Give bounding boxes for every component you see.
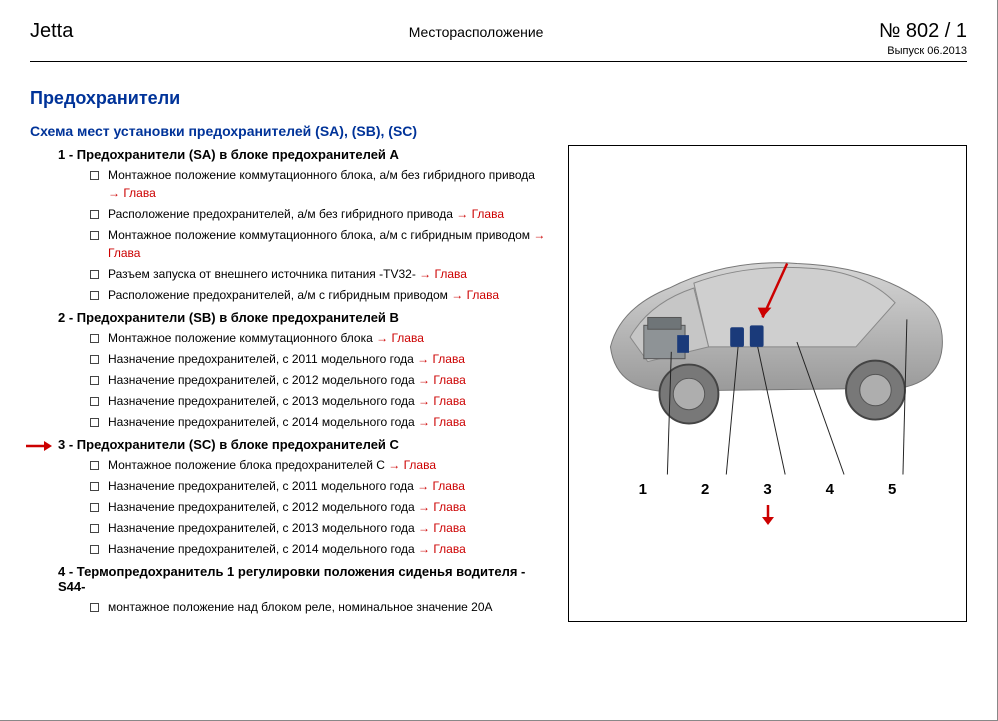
item-text: Назначение предохранителей, с 2012 модел… bbox=[108, 500, 418, 514]
callout-number: 3 bbox=[763, 481, 771, 498]
callout-number: 1 bbox=[639, 481, 647, 498]
list-item: Расположение предохранителей, а/м с гибр… bbox=[90, 286, 550, 304]
item-text: Монтажное положение коммутационного блок… bbox=[108, 228, 533, 242]
list-item: монтажное положение над блоком реле, ном… bbox=[90, 598, 550, 616]
list-item: Монтажное положение коммутационного блок… bbox=[90, 166, 550, 202]
diagram-panel: 1 2 3 4 5 bbox=[568, 145, 967, 622]
item-text: Назначение предохранителей, с 2011 модел… bbox=[108, 352, 417, 366]
chapter-link[interactable]: → Глава bbox=[451, 288, 499, 302]
chapter-link[interactable]: → Глава bbox=[376, 331, 424, 345]
chapter-link[interactable]: → Глава bbox=[418, 500, 466, 514]
item-text: Назначение предохранителей, с 2012 модел… bbox=[108, 373, 418, 387]
item-text: Назначение предохранителей, с 2013 модел… bbox=[108, 521, 418, 535]
callout-number: 2 bbox=[701, 481, 709, 498]
chapter-link[interactable]: → Глава bbox=[417, 479, 465, 493]
item-text: Назначение предохранителей, с 2011 модел… bbox=[108, 479, 417, 493]
doc-model: Jetta bbox=[30, 20, 73, 43]
list-item: Расположение предохранителей, а/м без ги… bbox=[90, 205, 550, 223]
chapter-link[interactable]: → Глава bbox=[108, 186, 156, 200]
chapter-link[interactable]: → Глава bbox=[388, 458, 436, 472]
doc-section-title: Месторасположение bbox=[73, 20, 878, 40]
callout-number: 4 bbox=[826, 481, 834, 498]
item-text: Монтажное положение коммутационного блок… bbox=[108, 331, 376, 345]
highlight-arrow-icon bbox=[24, 439, 52, 458]
chapter-link[interactable]: → Глава bbox=[418, 521, 466, 535]
item-text: Назначение предохранителей, с 2013 модел… bbox=[108, 394, 418, 408]
list-item: Назначение предохранителей, с 2012 модел… bbox=[90, 371, 550, 389]
list-item: Назначение предохранителей, с 2014 модел… bbox=[90, 413, 550, 431]
main-title: Предохранители bbox=[30, 88, 967, 109]
subtitle: Схема мест установки предохранителей (SA… bbox=[30, 123, 967, 139]
section-heading: 2 - Предохранители (SB) в блоке предохра… bbox=[58, 310, 550, 325]
list-item: Назначение предохранителей, с 2011 модел… bbox=[90, 477, 550, 495]
chapter-link[interactable]: → Глава bbox=[418, 394, 466, 408]
list-item: Монтажное положение коммутационного блок… bbox=[90, 329, 550, 347]
doc-issue: Выпуск 06.2013 bbox=[879, 45, 967, 57]
section-list: Монтажное положение коммутационного блок… bbox=[90, 329, 550, 431]
item-text: Назначение предохранителей, с 2014 модел… bbox=[108, 542, 418, 556]
list-item: Назначение предохранителей, с 2013 модел… bbox=[90, 519, 550, 537]
list-item: Назначение предохранителей, с 2013 модел… bbox=[90, 392, 550, 410]
chapter-link[interactable]: → Глава bbox=[419, 267, 467, 281]
item-text: Разъем запуска от внешнего источника пит… bbox=[108, 267, 419, 281]
fusebox-icon bbox=[750, 325, 764, 347]
diagram-callouts: 1 2 3 4 5 bbox=[581, 481, 954, 498]
callout-number: 5 bbox=[888, 481, 896, 498]
section-heading: 1 - Предохранители (SA) в блоке предохра… bbox=[58, 147, 550, 162]
item-text: Монтажное положение блока предохранителе… bbox=[108, 458, 388, 472]
list-item: Назначение предохранителей, с 2012 модел… bbox=[90, 498, 550, 516]
wheel-icon bbox=[846, 361, 905, 420]
list-item: Монтажное положение блока предохранителе… bbox=[90, 456, 550, 474]
arrow-down-icon bbox=[754, 505, 782, 530]
fusebox-icon bbox=[730, 327, 744, 347]
list-item: Разъем запуска от внешнего источника пит… bbox=[90, 265, 550, 283]
text-column: 1 - Предохранители (SA) в блоке предохра… bbox=[30, 145, 550, 622]
item-text: Назначение предохранителей, с 2014 модел… bbox=[108, 415, 418, 429]
section-list: Монтажное положение блока предохранителе… bbox=[90, 456, 550, 558]
doc-header: Jetta Месторасположение № 802 / 1 Выпуск… bbox=[30, 20, 967, 62]
chapter-link[interactable]: → Глава bbox=[417, 352, 465, 366]
section-heading: 3 - Предохранители (SC) в блоке предохра… bbox=[58, 437, 550, 452]
list-item: Назначение предохранителей, с 2011 модел… bbox=[90, 350, 550, 368]
item-text: Расположение предохранителей, а/м без ги… bbox=[108, 207, 456, 221]
item-text: Монтажное положение коммутационного блок… bbox=[108, 168, 535, 182]
list-item: Назначение предохранителей, с 2014 модел… bbox=[90, 540, 550, 558]
car-svg bbox=[581, 152, 954, 532]
section-list: монтажное положение над блоком реле, ном… bbox=[90, 598, 550, 616]
chapter-link[interactable]: → Глава bbox=[418, 415, 466, 429]
chapter-link[interactable]: → Глава bbox=[456, 207, 504, 221]
wheel-icon bbox=[660, 365, 719, 424]
doc-number: № 802 / 1 bbox=[879, 20, 967, 43]
chapter-link[interactable]: → Глава bbox=[418, 373, 466, 387]
list-item: Монтажное положение коммутационного блок… bbox=[90, 226, 550, 262]
car-diagram: 1 2 3 4 5 bbox=[581, 152, 954, 532]
section-list: Монтажное положение коммутационного блок… bbox=[90, 166, 550, 304]
section-heading: 4 - Термопредохранитель 1 регулировки по… bbox=[58, 564, 550, 594]
item-text: монтажное положение над блоком реле, ном… bbox=[108, 600, 493, 614]
chapter-link[interactable]: → Глава bbox=[418, 542, 466, 556]
item-text: Расположение предохранителей, а/м с гибр… bbox=[108, 288, 451, 302]
